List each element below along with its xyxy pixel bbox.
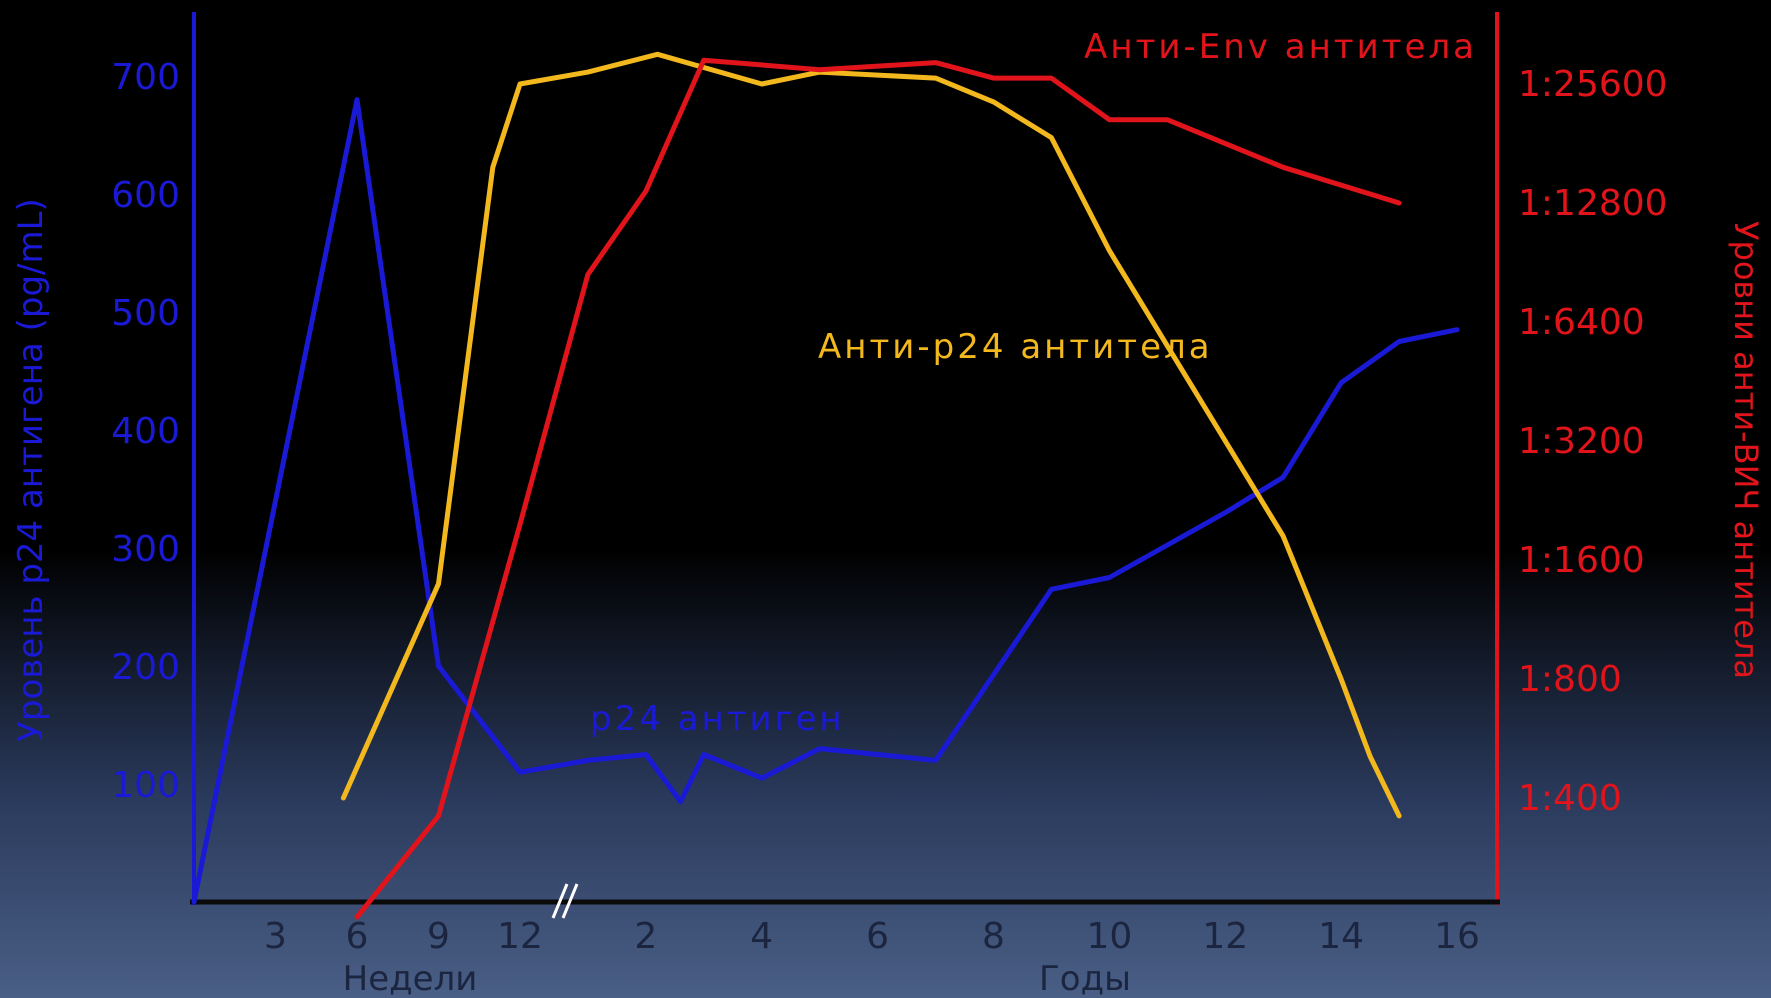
left-axis-label: Уровень р24 антигена (pg/mL) bbox=[11, 198, 51, 742]
right-tick-label: 1:6400 bbox=[1518, 302, 1645, 343]
right-tick-label: 1:12800 bbox=[1518, 183, 1668, 224]
left-tick-label: 700 bbox=[111, 57, 180, 98]
right-tick-label: 1:1600 bbox=[1518, 540, 1645, 581]
years-label: Годы bbox=[1039, 959, 1131, 998]
series-label-anti-env: Анти-Env антитела bbox=[1084, 27, 1477, 67]
x-tick-label-years: 4 bbox=[750, 916, 773, 957]
x-axis-ticks: 3 6 9 12 2 4 6 8 10 12 14 16 bbox=[264, 916, 1480, 957]
right-tick-label: 1:400 bbox=[1518, 778, 1622, 819]
x-tick-label-years: 16 bbox=[1434, 916, 1480, 957]
series-line-0 bbox=[191, 97, 1460, 905]
x-tick-label-weeks: 6 bbox=[346, 916, 369, 957]
right-tick-label: 1:3200 bbox=[1518, 421, 1645, 462]
x-tick-label-years: 2 bbox=[634, 916, 657, 957]
left-axis-ticks: 100 200 300 400 500 600 700 bbox=[111, 57, 180, 806]
right-axis-ticks: 1:400 1:800 1:1600 1:3200 1:6400 1:12800 1:256… bbox=[1518, 64, 1668, 819]
left-tick-label: 600 bbox=[111, 175, 180, 216]
right-axis-label: Уровни анти-ВИЧ антитела bbox=[1727, 221, 1765, 679]
series-line-1 bbox=[340, 51, 1402, 819]
x-tick-label-years: 12 bbox=[1202, 916, 1248, 957]
x-tick-label-years: 14 bbox=[1318, 916, 1364, 957]
left-tick-label: 400 bbox=[111, 411, 180, 452]
x-tick-label-weeks: 3 bbox=[264, 916, 287, 957]
x-tick-label-weeks: 12 bbox=[497, 916, 543, 957]
series-layer bbox=[191, 51, 1460, 920]
left-tick-label: 200 bbox=[111, 647, 180, 688]
axis-break-mark bbox=[551, 883, 579, 919]
x-tick-label-weeks: 9 bbox=[427, 916, 450, 957]
x-tick-label-years: 10 bbox=[1086, 916, 1132, 957]
left-tick-label: 300 bbox=[111, 529, 180, 570]
series-label-anti-p24: Анти-р24 антитела bbox=[818, 327, 1213, 367]
left-tick-label: 500 bbox=[111, 293, 180, 334]
series-line-2 bbox=[354, 57, 1402, 920]
x-tick-label-years: 8 bbox=[982, 916, 1005, 957]
x-tick-label-years: 6 bbox=[866, 916, 889, 957]
series-label-p24-antigen: р24 антиген bbox=[590, 699, 845, 739]
right-tick-label: 1:25600 bbox=[1518, 64, 1668, 105]
left-tick-label: 100 bbox=[111, 765, 180, 806]
weeks-label: Недели bbox=[343, 959, 478, 998]
right-tick-label: 1:800 bbox=[1518, 659, 1622, 700]
